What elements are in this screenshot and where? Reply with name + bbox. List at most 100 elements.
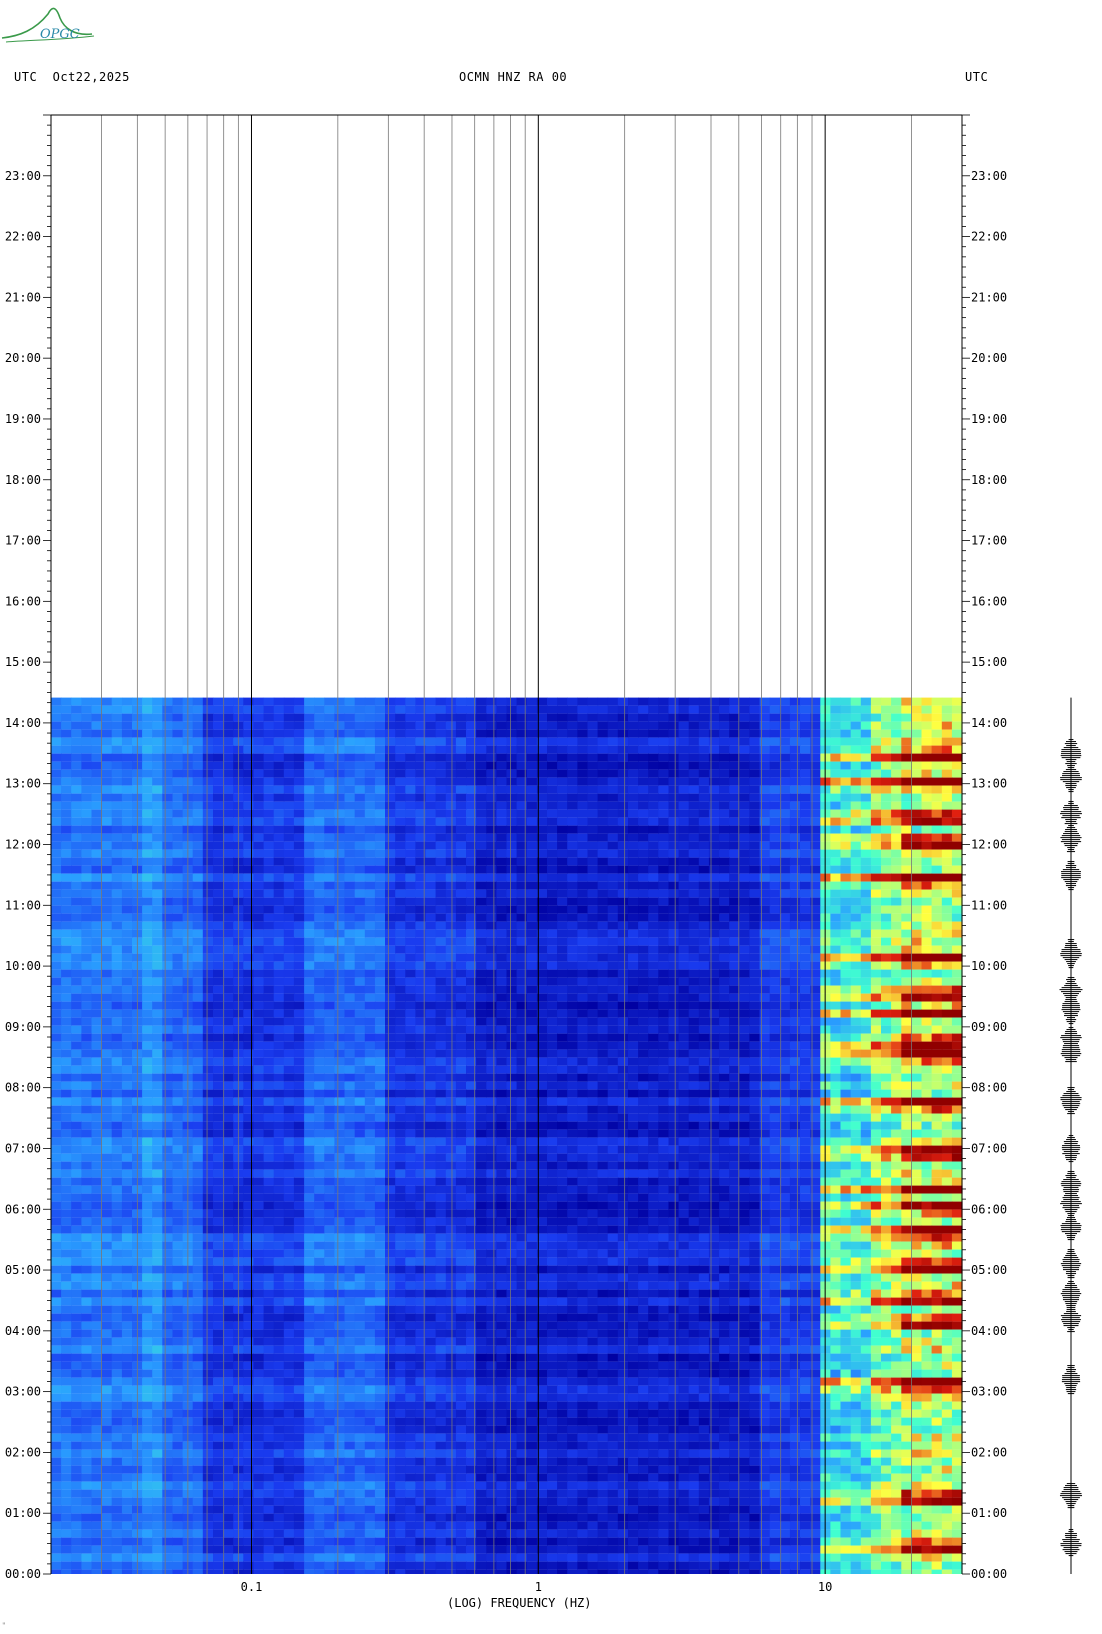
heatmap-cell (455, 905, 467, 914)
heatmap-cell (334, 937, 346, 946)
heatmap-cell (91, 945, 103, 954)
heatmap-cell (213, 985, 224, 994)
heatmap-cell (354, 1057, 366, 1066)
heatmap-cell (71, 905, 82, 914)
heatmap-cell (213, 1049, 224, 1058)
heatmap-cell (901, 1001, 912, 1010)
heatmap-cell (385, 881, 396, 890)
heatmap-cell (273, 889, 285, 898)
heatmap-cell (364, 1089, 376, 1098)
heatmap-cell (334, 1041, 346, 1050)
heatmap-cell (911, 705, 923, 714)
heatmap-cell (769, 1097, 781, 1106)
heatmap-cell (405, 905, 416, 914)
heatmap-cell (789, 1025, 801, 1034)
heatmap-cell (293, 841, 305, 850)
heatmap-cell (516, 721, 528, 730)
heatmap-cell (334, 897, 346, 906)
heatmap-cell (101, 905, 113, 914)
heatmap-cell (415, 993, 427, 1002)
heatmap-cell (324, 793, 335, 802)
heatmap-cell (921, 729, 933, 738)
heatmap-cell (273, 833, 285, 842)
heatmap-cell (739, 809, 750, 818)
heatmap-cell (152, 793, 163, 802)
heatmap-cell (810, 849, 821, 858)
heatmap-cell (668, 721, 680, 730)
heatmap-cell (385, 841, 396, 850)
heatmap-cell (445, 793, 457, 802)
heatmap-cell (334, 1057, 346, 1066)
heatmap-cell (688, 833, 700, 842)
heatmap-cell (901, 961, 912, 970)
heatmap-cell (516, 1089, 528, 1098)
heatmap-cell (405, 865, 416, 874)
heatmap-cell (536, 769, 548, 778)
heatmap-cell (577, 801, 589, 810)
heatmap-cell (293, 977, 305, 986)
heatmap-cell (61, 729, 72, 738)
heatmap-cell (921, 761, 933, 770)
heatmap-cell (941, 753, 953, 762)
heatmap-cell (567, 697, 578, 706)
heatmap-cell (800, 1065, 811, 1074)
heatmap-cell (708, 929, 720, 938)
heatmap-cell (729, 841, 740, 850)
heatmap-cell (283, 945, 295, 954)
heatmap-cell (587, 1049, 599, 1058)
heatmap-cell (941, 993, 953, 1002)
heatmap-cell (455, 1001, 467, 1010)
heatmap-cell (425, 817, 437, 826)
heatmap-cell (354, 937, 366, 946)
heatmap-cell (526, 857, 538, 866)
heatmap-cell (941, 1089, 953, 1098)
heatmap-cell (486, 977, 497, 986)
heatmap-cell (850, 1009, 862, 1018)
heatmap-cell (648, 929, 659, 938)
heatmap-cell (395, 929, 406, 938)
heatmap-cell (678, 777, 690, 786)
heatmap-cell (759, 809, 771, 818)
heatmap-cell (466, 889, 477, 898)
heatmap-cell (344, 833, 356, 842)
heatmap-cell (273, 721, 285, 730)
heatmap-cell (476, 769, 487, 778)
heatmap-cell (476, 1081, 487, 1090)
heatmap-cell (304, 921, 315, 930)
heatmap-cell (526, 865, 538, 874)
heatmap-cell (587, 825, 599, 834)
heatmap-cell (658, 817, 669, 826)
heatmap-cell (668, 777, 680, 786)
heatmap-cell (911, 753, 923, 762)
heatmap-cell (678, 841, 690, 850)
heatmap-cell (567, 753, 578, 762)
heatmap-cell (354, 977, 366, 986)
heatmap-cell (61, 985, 72, 994)
heatmap-cell (658, 849, 669, 858)
heatmap-cell (587, 841, 599, 850)
heatmap-cell (587, 945, 599, 954)
heatmap-cell (152, 1105, 163, 1114)
heatmap-cell (749, 881, 761, 890)
heatmap-cell (789, 1001, 801, 1010)
heatmap-cell (506, 721, 518, 730)
heatmap-cell (314, 817, 325, 826)
heatmap-cell (121, 1025, 133, 1034)
heatmap-cell (51, 1073, 62, 1082)
heatmap-cell (749, 1009, 761, 1018)
heatmap-cell (577, 929, 589, 938)
heatmap-cell (870, 1097, 882, 1106)
heatmap-cell (61, 921, 72, 930)
heatmap-cell (941, 809, 953, 818)
heatmap-cell (344, 705, 356, 714)
heatmap-cell (698, 705, 710, 714)
heatmap-cell (71, 1025, 82, 1034)
heatmap-cell (51, 809, 62, 818)
heatmap-cell (455, 921, 467, 930)
heatmap-cell (516, 1017, 528, 1026)
heatmap-cell (293, 913, 305, 922)
heatmap-cell (374, 801, 386, 810)
heatmap-cell (638, 1089, 649, 1098)
heatmap-cell (273, 1041, 285, 1050)
heatmap-cell (374, 753, 386, 762)
